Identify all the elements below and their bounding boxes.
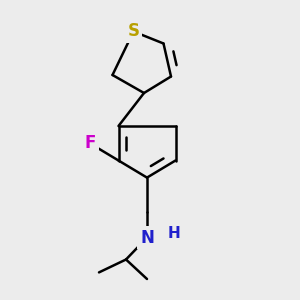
Text: F: F (84, 134, 96, 152)
Text: H: H (168, 226, 180, 241)
Text: N: N (140, 229, 154, 247)
Text: S: S (128, 22, 140, 40)
